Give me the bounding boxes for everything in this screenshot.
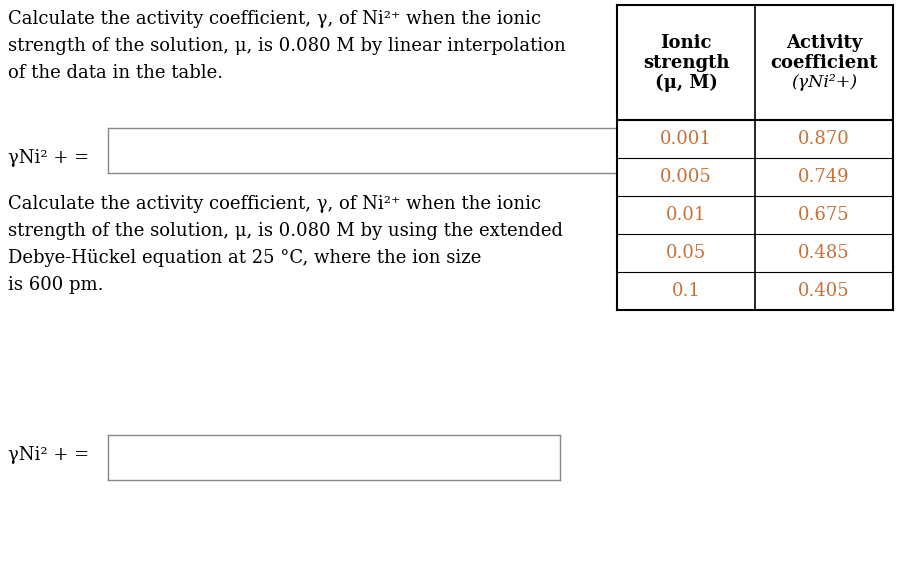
Text: strength of the solution, μ, is 0.080 M by using the extended: strength of the solution, μ, is 0.080 M …: [8, 222, 563, 240]
Text: (μ, M): (μ, M): [654, 73, 717, 92]
Text: 0.005: 0.005: [660, 168, 712, 186]
Text: 0.1: 0.1: [671, 282, 700, 300]
Text: strength of the solution, μ, is 0.080 M by linear interpolation: strength of the solution, μ, is 0.080 M …: [8, 37, 566, 55]
Text: 0.675: 0.675: [798, 206, 850, 224]
Text: coefficient: coefficient: [770, 54, 878, 72]
Text: Debye-Hückel equation at 25 °C, where the ion size: Debye-Hückel equation at 25 °C, where th…: [8, 249, 482, 267]
Text: Ionic: Ionic: [661, 33, 712, 51]
Text: Calculate the activity coefficient, γ, of Ni²⁺ when the ionic: Calculate the activity coefficient, γ, o…: [8, 10, 541, 28]
Text: Calculate the activity coefficient, γ, of Ni²⁺ when the ionic: Calculate the activity coefficient, γ, o…: [8, 195, 541, 213]
Text: is 600 pm.: is 600 pm.: [8, 276, 104, 294]
Text: 0.05: 0.05: [666, 244, 706, 262]
Text: 0.001: 0.001: [660, 130, 712, 148]
Text: γNi² + =: γNi² + =: [8, 446, 89, 464]
Text: (γNi²+): (γNi²+): [791, 74, 857, 91]
Text: 0.870: 0.870: [798, 130, 850, 148]
Text: 0.01: 0.01: [666, 206, 706, 224]
Text: 0.485: 0.485: [798, 244, 850, 262]
Text: of the data in the table.: of the data in the table.: [8, 64, 223, 82]
Text: strength: strength: [643, 54, 729, 72]
Text: 0.749: 0.749: [798, 168, 850, 186]
Text: Activity: Activity: [786, 33, 862, 51]
Text: 0.405: 0.405: [798, 282, 850, 300]
Text: γNi² + =: γNi² + =: [8, 149, 89, 167]
